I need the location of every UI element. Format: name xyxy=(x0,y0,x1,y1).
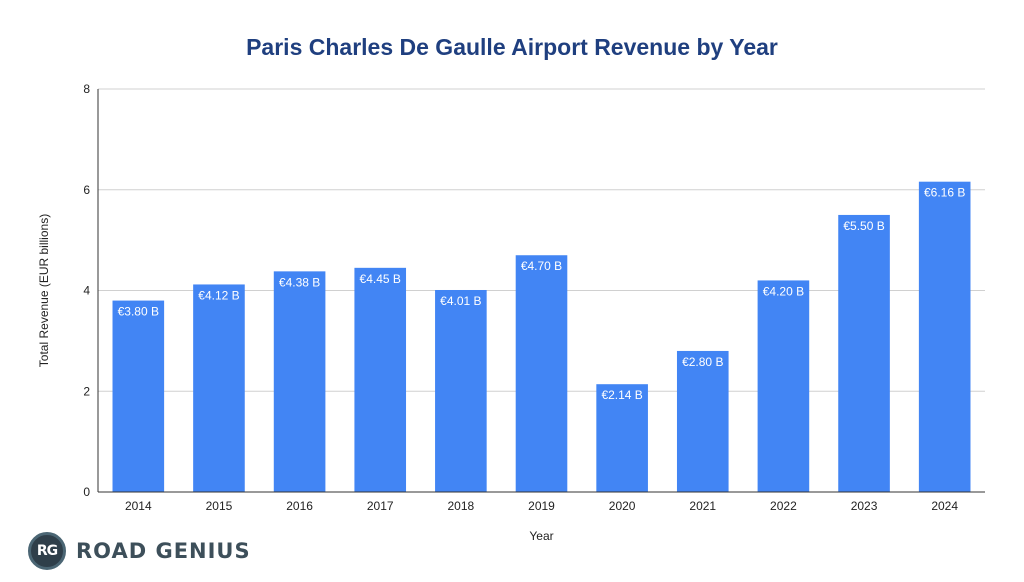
bar-value-label: €3.80 B xyxy=(118,305,159,319)
x-tick-label: 2015 xyxy=(206,499,233,513)
bar xyxy=(918,181,971,492)
x-tick-label: 2022 xyxy=(770,499,797,513)
bar-value-label: €4.45 B xyxy=(360,272,401,286)
bar-value-label: €4.01 B xyxy=(440,294,481,308)
bar-value-label: €4.38 B xyxy=(279,275,320,289)
x-tick-label: 2021 xyxy=(689,499,716,513)
tick-labels: 0 2 4 6 8 2014 2015 2016 2017 2018 2019 2020 2021 202… xyxy=(83,82,958,513)
data-labels: €3.80 B €4.12 B €4.38 B €4.45 B €4.01 B €4.70… xyxy=(118,186,966,403)
bar-value-label: €5.50 B xyxy=(843,219,884,233)
bar xyxy=(515,255,568,492)
x-axis-title: Year xyxy=(529,529,553,543)
bar-value-label: €6.16 B xyxy=(924,186,965,200)
y-tick-label: 4 xyxy=(83,284,90,298)
x-tick-label: 2016 xyxy=(286,499,313,513)
bar-value-label: €2.80 B xyxy=(682,355,723,369)
x-tick-label: 2023 xyxy=(851,499,878,513)
bars xyxy=(112,181,971,492)
bar xyxy=(838,214,890,492)
bar xyxy=(596,384,648,492)
chart-title: Paris Charles De Gaulle Airport Revenue … xyxy=(246,34,778,60)
bar-value-label: €4.12 B xyxy=(198,288,239,302)
y-tick-label: 6 xyxy=(83,183,90,197)
x-tick-label: 2017 xyxy=(367,499,394,513)
x-tick-label: 2019 xyxy=(528,499,555,513)
brand-logo-group: RG ROAD GENIUS xyxy=(28,529,251,573)
x-tick-label: 2020 xyxy=(609,499,636,513)
y-tick-label: 0 xyxy=(83,485,90,499)
bar xyxy=(112,300,165,492)
road-genius-logo-icon: RG xyxy=(28,532,66,570)
brand-name: ROAD GENIUS xyxy=(76,539,251,563)
bar xyxy=(757,280,810,492)
y-tick-label: 2 xyxy=(83,384,90,398)
bar xyxy=(193,284,245,492)
y-tick-label: 8 xyxy=(83,82,90,96)
x-tick-label: 2014 xyxy=(125,499,152,513)
bar xyxy=(435,289,487,492)
bar xyxy=(273,271,326,492)
x-tick-label: 2024 xyxy=(931,499,958,513)
bar xyxy=(676,350,729,492)
bar xyxy=(354,267,407,492)
y-axis-title: Total Revenue (EUR billions) xyxy=(37,214,51,367)
bar-value-label: €4.70 B xyxy=(521,259,562,273)
bar-value-label: €4.20 B xyxy=(763,284,804,298)
x-tick-label: 2018 xyxy=(448,499,475,513)
bar-value-label: €2.14 B xyxy=(601,388,642,402)
